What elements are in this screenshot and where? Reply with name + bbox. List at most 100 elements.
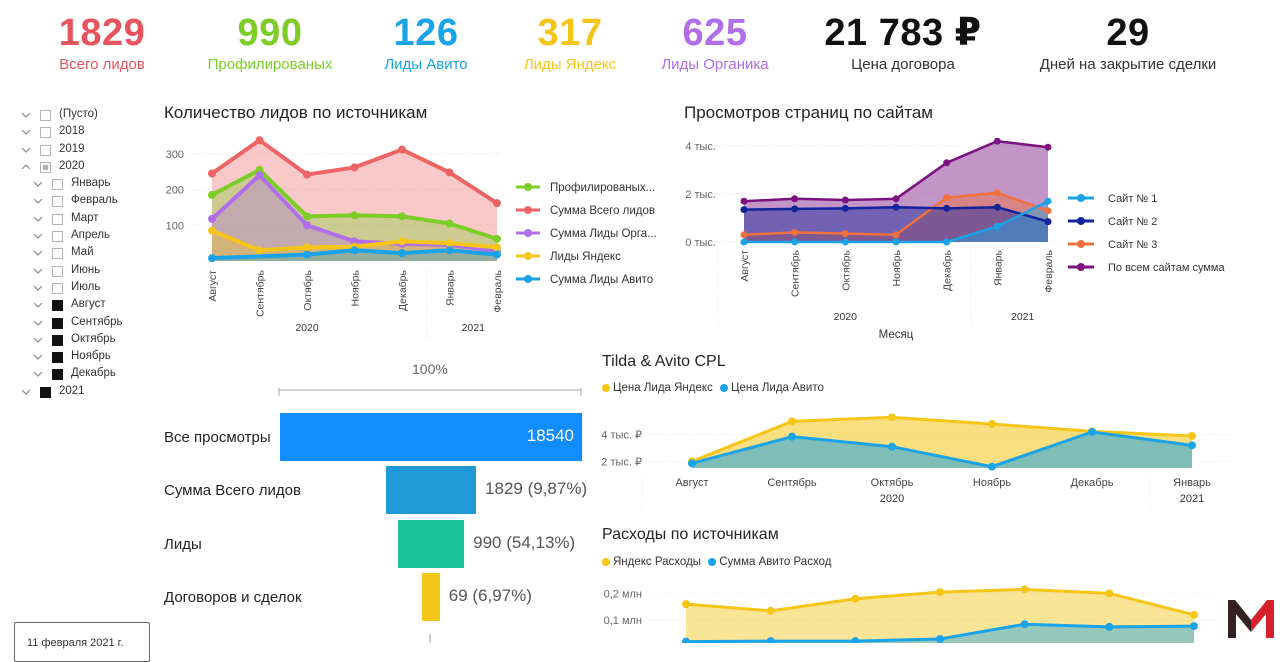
data-point bbox=[303, 243, 311, 252]
data-point bbox=[208, 254, 216, 263]
chevron-down-icon[interactable] bbox=[32, 262, 44, 279]
slicer-checkbox[interactable] bbox=[40, 110, 51, 121]
data-point bbox=[1190, 622, 1198, 631]
cpl-chart-title: Tilda & Avito CPL bbox=[602, 353, 726, 370]
data-point bbox=[740, 238, 748, 246]
slicer-checkbox[interactable] bbox=[52, 196, 63, 208]
slicer-item-label: Сентябрь bbox=[71, 315, 123, 328]
slicer-checkbox[interactable] bbox=[52, 213, 63, 225]
slicer-checkbox[interactable] bbox=[40, 386, 51, 398]
kpi-value: 625 bbox=[682, 12, 748, 54]
data-point bbox=[303, 170, 311, 179]
data-point bbox=[788, 417, 796, 426]
chevron-down-icon[interactable] bbox=[20, 383, 32, 400]
kpi-profiled: 990 Профилированых bbox=[200, 10, 340, 74]
x-tick-label: Сентябрь bbox=[790, 249, 802, 297]
x-tick-label: Декабрь bbox=[942, 249, 954, 290]
data-point bbox=[1044, 197, 1052, 205]
slicer-checkbox[interactable] bbox=[52, 179, 63, 191]
chevron-down-icon[interactable] bbox=[32, 331, 44, 348]
series-area bbox=[686, 589, 1194, 643]
slicer-checkbox[interactable] bbox=[52, 265, 63, 277]
funnel-value-label: 1829 (9,87%) bbox=[485, 479, 588, 498]
slicer-checkbox[interactable] bbox=[52, 369, 63, 381]
slicer-item-label: Ноябрь bbox=[71, 350, 111, 363]
slicer-checkbox[interactable] bbox=[52, 282, 63, 294]
legend-swatch-dot bbox=[1077, 240, 1085, 248]
slicer-checkbox[interactable] bbox=[52, 352, 63, 364]
chevron-down-icon[interactable] bbox=[32, 192, 44, 209]
data-point bbox=[740, 231, 748, 239]
data-point bbox=[993, 189, 1001, 197]
slicer-item-label: 2020 bbox=[59, 159, 85, 172]
cpl-area-chart: 2 тыс. ₽ 4 тыс. ₽ Август Сентябрь Октябрь Ноя… bbox=[601, 413, 1230, 508]
chevron-down-icon[interactable] bbox=[32, 296, 44, 313]
data-point bbox=[740, 197, 748, 205]
data-point bbox=[208, 226, 216, 235]
chevron-down-icon[interactable] bbox=[20, 106, 32, 123]
data-point bbox=[255, 246, 264, 255]
funnel-value-label: 69 (6,97%) bbox=[448, 586, 532, 605]
chevron-down-icon[interactable] bbox=[32, 279, 44, 296]
chevron-down-icon[interactable] bbox=[32, 314, 44, 331]
chevron-down-icon[interactable] bbox=[32, 348, 44, 365]
data-point bbox=[993, 222, 1001, 230]
costs-area-chart: 0,1 млн 0,2 млн bbox=[604, 585, 1216, 643]
data-point bbox=[788, 432, 796, 441]
chevron-down-icon[interactable] bbox=[20, 141, 32, 158]
kpi-label: Дней на закрытие сделки bbox=[1039, 56, 1217, 73]
legend-label: Сумма Всего лидов bbox=[550, 205, 655, 217]
series-area bbox=[686, 624, 1194, 643]
slicer-item-label: Август bbox=[71, 298, 106, 311]
slicer-checkbox[interactable] bbox=[40, 161, 51, 173]
slicer-checkbox[interactable] bbox=[52, 300, 63, 312]
chevron-down-icon[interactable] bbox=[32, 365, 44, 382]
x-tick-label: Октябрь bbox=[302, 269, 314, 310]
data-point bbox=[841, 196, 849, 204]
data-point bbox=[936, 588, 944, 597]
slicer-checkbox[interactable] bbox=[52, 231, 63, 243]
slicer-checkbox[interactable] bbox=[52, 248, 63, 260]
leads-chart-title: Количество лидов по источникам bbox=[164, 103, 428, 122]
cpl-legend: Цена Лида Яндекс Цена Лида Авито bbox=[602, 382, 824, 394]
data-point bbox=[943, 159, 951, 167]
slicer-checkbox[interactable] bbox=[40, 127, 51, 139]
plot-area: 2 тыс. ₽ 4 тыс. ₽ bbox=[601, 413, 1230, 471]
funnel-bar[interactable] bbox=[385, 466, 477, 514]
data-point bbox=[791, 195, 799, 203]
x-group-label: 2020 bbox=[880, 493, 904, 505]
slicer-item-label: 2019 bbox=[59, 142, 85, 155]
funnel-stage-label: Все просмотры bbox=[164, 429, 271, 446]
slicer-checkbox[interactable] bbox=[52, 317, 63, 329]
data-point bbox=[350, 211, 359, 220]
data-point bbox=[303, 212, 311, 221]
chevron-down-icon[interactable] bbox=[20, 123, 32, 140]
slicer-checkbox[interactable] bbox=[52, 334, 63, 346]
plot-area: 0,1 млн 0,2 млн bbox=[604, 585, 1216, 643]
chevron-down-icon[interactable] bbox=[32, 210, 44, 227]
chevron-down-icon[interactable] bbox=[32, 244, 44, 261]
data-point bbox=[493, 199, 501, 208]
x-tick-label: Январь bbox=[1173, 477, 1211, 489]
kpi-value: 990 bbox=[237, 12, 303, 54]
data-point bbox=[1020, 585, 1029, 594]
chevron-down-icon[interactable] bbox=[32, 175, 44, 192]
slicer-checkbox[interactable] bbox=[40, 144, 51, 156]
data-point bbox=[1188, 432, 1196, 440]
funnel-bar[interactable] bbox=[422, 573, 440, 621]
data-point bbox=[766, 606, 775, 615]
slicer-item-label: (Пусто) bbox=[59, 108, 98, 120]
data-point bbox=[851, 637, 860, 643]
chevron-up-icon[interactable] bbox=[20, 158, 32, 175]
x-tick-label: Сентябрь bbox=[767, 477, 817, 489]
x-tick-label: Декабрь bbox=[1071, 477, 1114, 489]
legend-label: Цена Лида Яндекс bbox=[613, 382, 713, 394]
kpi-value: 1829 bbox=[58, 12, 146, 54]
slicer-item-label: Апрель bbox=[71, 229, 111, 242]
funnel-bar[interactable] bbox=[280, 413, 582, 461]
chevron-down-icon[interactable] bbox=[32, 227, 44, 244]
x-tick-label: Август bbox=[675, 477, 708, 489]
funnel-bar[interactable] bbox=[397, 520, 465, 568]
data-point bbox=[1044, 207, 1052, 215]
data-point bbox=[943, 204, 951, 212]
